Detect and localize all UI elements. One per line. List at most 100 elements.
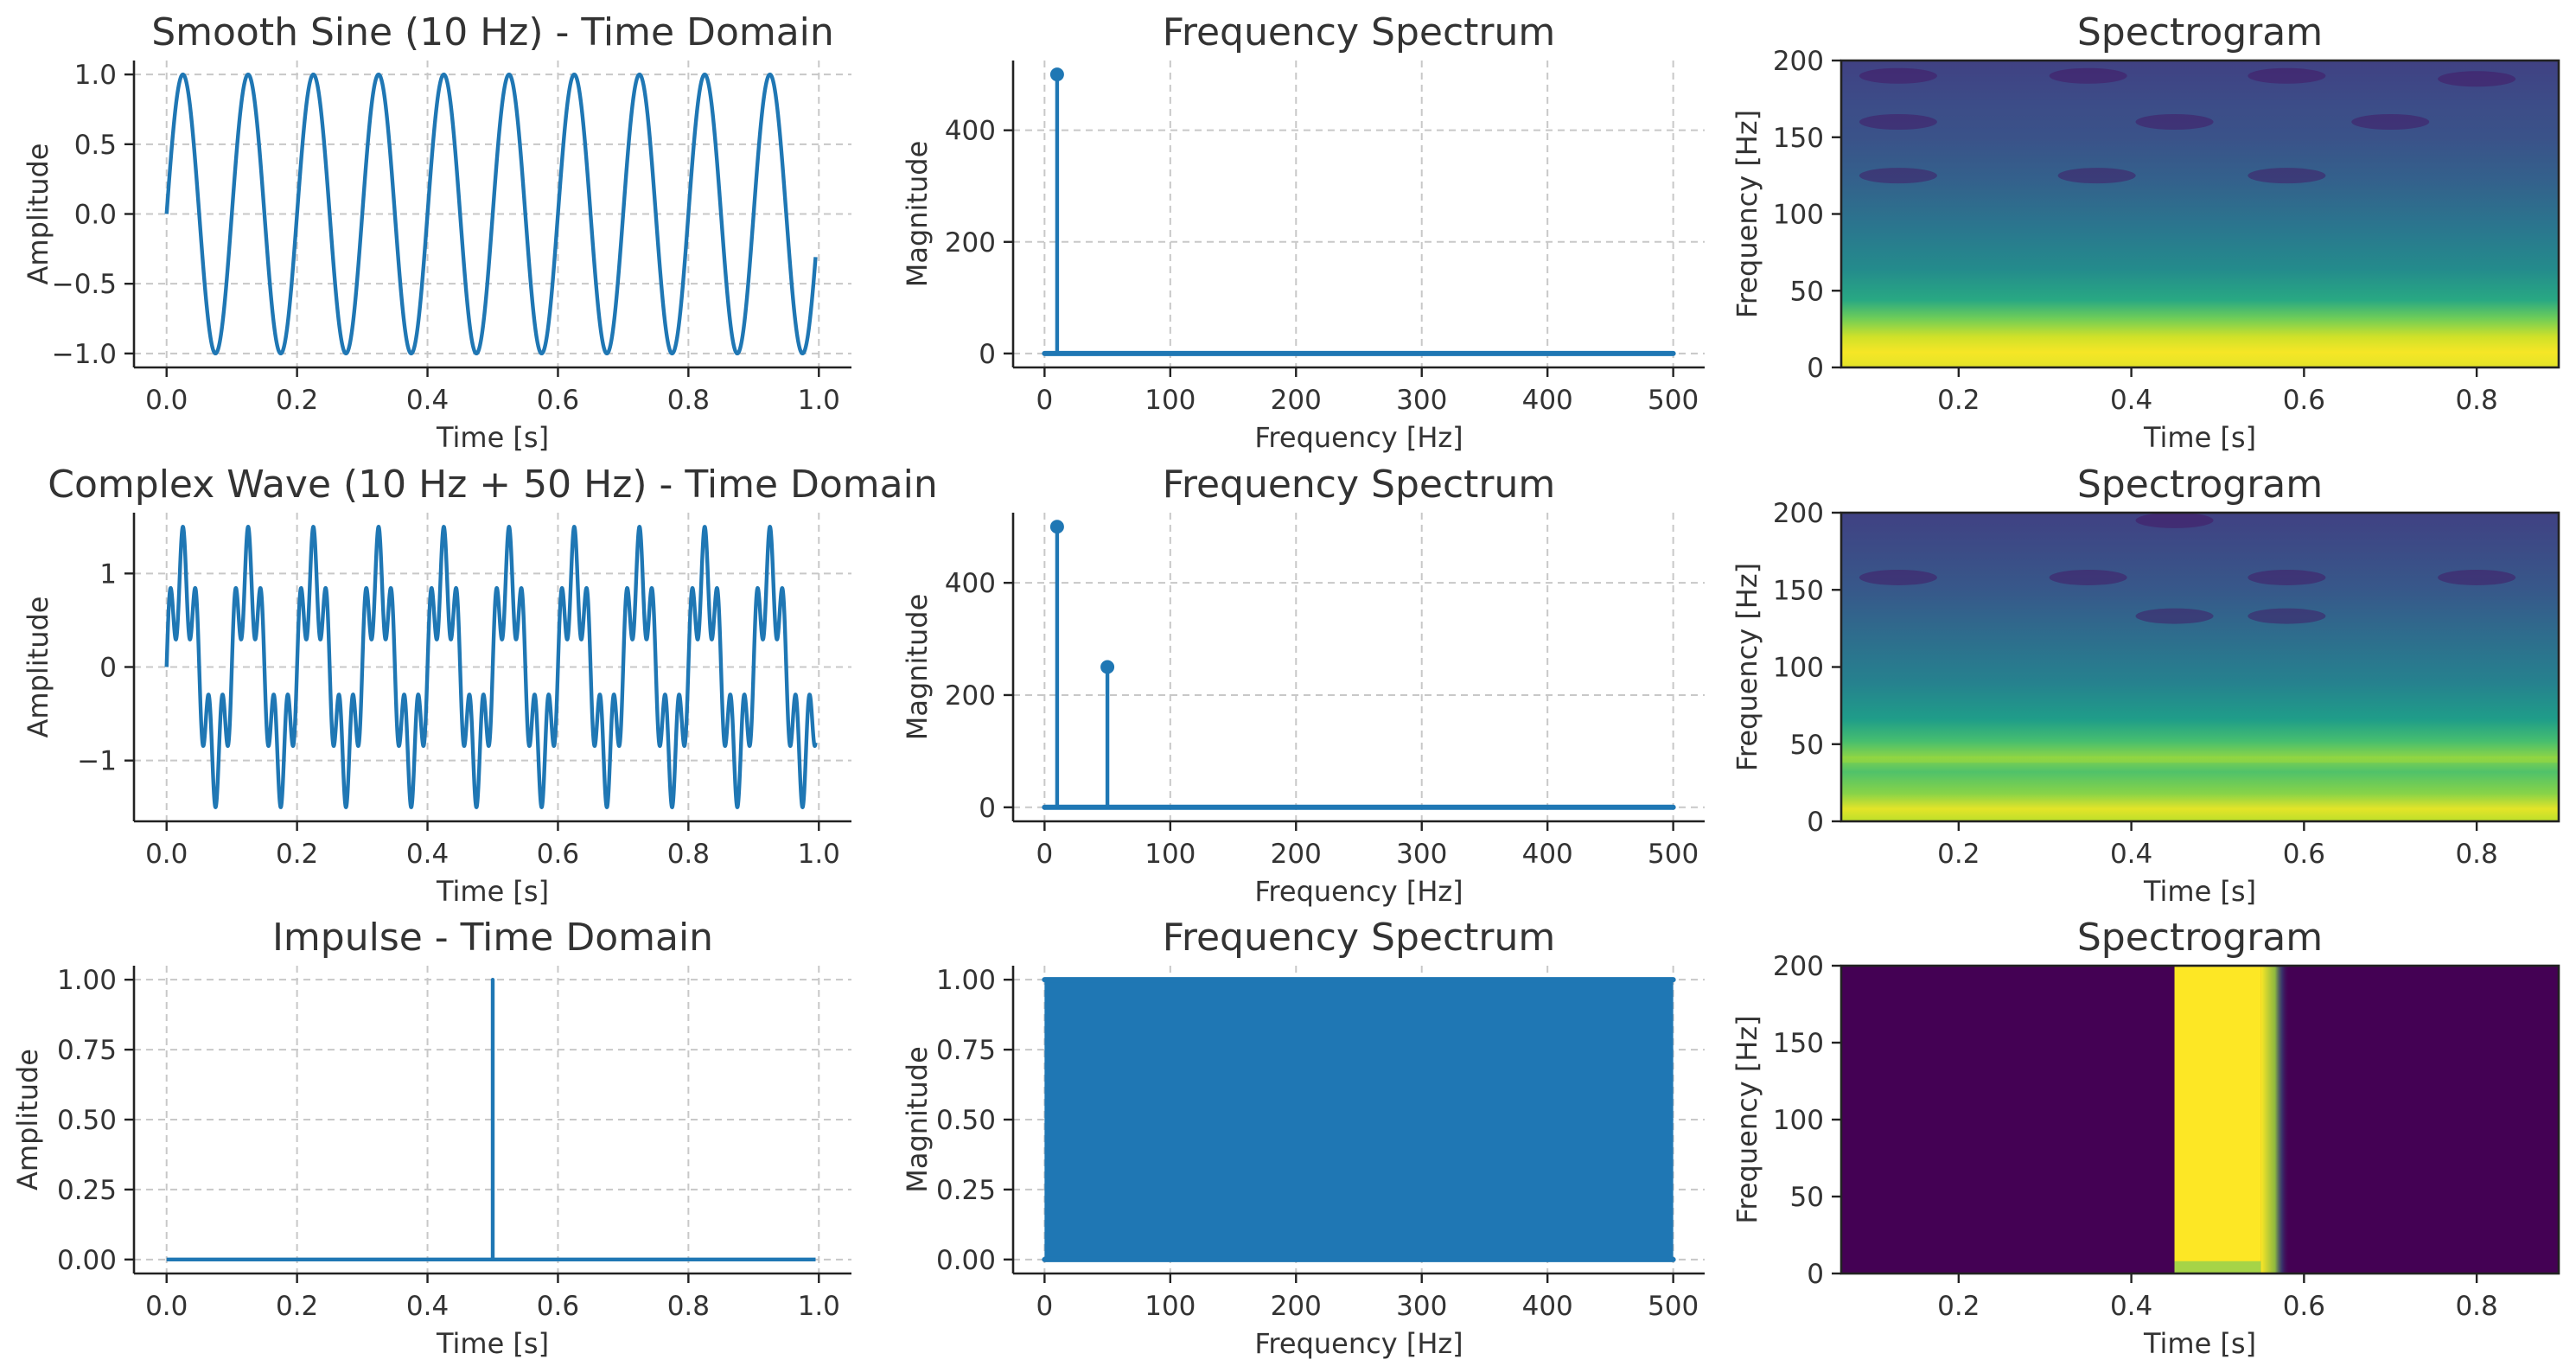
y-tick-label: 150 xyxy=(1773,1028,1824,1059)
chart-r2c0: 0.0 0.2 0.4 0.6 0.8 1.0 1.00 0.75 0.50 0.25 0.00 Im… xyxy=(11,916,851,1360)
x-tick-label: 0.4 xyxy=(406,1291,449,1322)
spectrogram-texture xyxy=(2049,569,2127,585)
x-tick-label: 100 xyxy=(1145,1291,1196,1322)
y-tick-label: 50 xyxy=(1790,1182,1824,1213)
x-tick-label: 0.6 xyxy=(2283,1291,2325,1322)
y-tick-label: 0.25 xyxy=(936,1175,996,1206)
y-tick-label: 200 xyxy=(1773,951,1824,982)
y-tick-label: 0 xyxy=(99,653,117,684)
y-axis-label: Magnitude xyxy=(901,1046,934,1193)
y-tick-label: 1 xyxy=(99,559,117,590)
y-tick-label: 200 xyxy=(1773,46,1824,77)
x-tick-label: 200 xyxy=(1271,385,1322,416)
x-tick-label: 0.8 xyxy=(2455,1291,2497,1322)
y-tick-label: 100 xyxy=(1773,200,1824,231)
y-tick-label: 200 xyxy=(945,680,996,712)
impulse-band xyxy=(2174,966,2261,1273)
spectrogram-texture xyxy=(2135,114,2214,130)
x-tick-label: 0.4 xyxy=(2110,1291,2152,1322)
x-tick-label: 0 xyxy=(1036,1291,1053,1322)
series-line xyxy=(164,72,818,356)
y-tick-label: 0 xyxy=(1807,807,1824,838)
stem-marker xyxy=(1049,67,1064,82)
x-tick-label: 400 xyxy=(1522,839,1573,870)
x-tick-label: 300 xyxy=(1396,385,1447,416)
x-tick-label: 400 xyxy=(1522,385,1573,416)
spectrogram-texture xyxy=(2057,168,2136,184)
x-axis-label: Frequency [Hz] xyxy=(1254,421,1463,454)
x-axis-label: Frequency [Hz] xyxy=(1254,1327,1463,1360)
x-tick-label: 0 xyxy=(1036,839,1053,870)
y-tick-label: 1.00 xyxy=(936,965,996,996)
x-tick-label: 0.8 xyxy=(667,385,710,416)
spectrogram-texture xyxy=(2351,114,2430,130)
x-tick-label: 0.2 xyxy=(276,1291,318,1322)
y-axis-label: Frequency [Hz] xyxy=(1731,110,1763,318)
x-tick-label: 0.4 xyxy=(2110,839,2152,870)
chart-title: Frequency Spectrum xyxy=(1163,463,1556,507)
x-tick-label: 0.0 xyxy=(145,385,188,416)
spectrogram-texture xyxy=(2135,512,2214,528)
x-tick-label: 1.0 xyxy=(798,839,840,870)
x-axis-label: Time [s] xyxy=(2143,421,2256,454)
impulse-band-bottom xyxy=(2174,1261,2261,1273)
y-tick-label: 400 xyxy=(945,568,996,599)
chart-r2c2: 0.2 0.4 0.6 0.8 200 150 100 50 0 Spectrogram Time … xyxy=(1731,916,2560,1360)
stem-marker xyxy=(1100,660,1115,674)
chart-r2c1: 0 100 200 300 400 500 1.00 0.75 0.50 0.25 0.00 Freq… xyxy=(901,916,1705,1360)
series-line xyxy=(166,977,816,1262)
x-axis-label: Time [s] xyxy=(2143,1327,2256,1360)
chart-title: Spectrogram xyxy=(2077,10,2323,54)
y-tick-label: 0 xyxy=(979,793,996,824)
y-tick-label: 0 xyxy=(1807,1259,1824,1290)
x-tick-label: 100 xyxy=(1145,839,1196,870)
y-tick-label: 0 xyxy=(1807,353,1824,384)
chart-r0c0: 0.0 0.2 0.4 0.6 0.8 1.0 1.0 0.5 0.0 −0.5 −1.0 Smoot… xyxy=(22,10,851,454)
x-tick-label: 200 xyxy=(1271,839,1322,870)
y-tick-label: −1 xyxy=(77,746,117,777)
y-tick-label: 0.50 xyxy=(936,1105,996,1136)
y-tick-label: 0.50 xyxy=(57,1105,117,1136)
x-tick-label: 400 xyxy=(1522,1291,1573,1322)
x-tick-label: 300 xyxy=(1396,839,1447,870)
y-axis-label: Amplitude xyxy=(22,597,54,738)
x-tick-label: 1.0 xyxy=(798,385,840,416)
x-axis-label: Time [s] xyxy=(436,1327,549,1360)
x-tick-label: 0.6 xyxy=(537,839,579,870)
chart-title: Complex Wave (10 Hz + 50 Hz) - Time Doma… xyxy=(48,463,937,507)
spectrogram-texture xyxy=(1859,67,1937,84)
chart-title: Impulse - Time Domain xyxy=(272,916,713,960)
y-axis-label: Frequency [Hz] xyxy=(1731,1015,1763,1223)
x-tick-label: 0.6 xyxy=(537,1291,579,1322)
chart-r0c2: 0.2 0.4 0.6 0.8 200 150 100 50 0 Spectrogram Time … xyxy=(1731,10,2560,454)
x-tick-label: 0.2 xyxy=(276,839,318,870)
x-tick-label: 0.0 xyxy=(145,839,188,870)
x-tick-label: 0.4 xyxy=(406,385,449,416)
y-tick-label: 50 xyxy=(1790,730,1824,761)
y-tick-label: 200 xyxy=(945,227,996,259)
impulse-band-fall xyxy=(2260,966,2290,1273)
y-tick-label: 0 xyxy=(979,339,996,370)
y-axis-label: Amplitude xyxy=(11,1049,44,1190)
x-tick-label: 0.8 xyxy=(667,839,710,870)
y-tick-label: 50 xyxy=(1790,276,1824,307)
y-tick-label: 1.00 xyxy=(57,965,117,996)
y-tick-label: 0.75 xyxy=(57,1035,117,1066)
impulse-band-rise xyxy=(2146,966,2175,1273)
spectrogram-image xyxy=(1841,61,2559,367)
spectrogram-texture xyxy=(2248,569,2326,585)
spectrogram-texture xyxy=(2248,67,2326,84)
x-axis-label: Time [s] xyxy=(436,875,549,908)
y-axis-label: Amplitude xyxy=(22,144,54,285)
y-tick-label: 0.00 xyxy=(936,1245,996,1276)
spectrogram-texture xyxy=(1859,114,1937,130)
y-tick-label: 0.75 xyxy=(936,1035,996,1066)
chart-title: Spectrogram xyxy=(2077,463,2323,507)
x-tick-label: 0.6 xyxy=(2283,839,2325,870)
spectrogram-texture xyxy=(2438,71,2516,87)
x-tick-label: 0.6 xyxy=(2283,385,2325,416)
x-axis-label: Time [s] xyxy=(436,421,549,454)
x-tick-label: 300 xyxy=(1396,1291,1447,1322)
y-tick-label: 100 xyxy=(1773,1105,1824,1136)
